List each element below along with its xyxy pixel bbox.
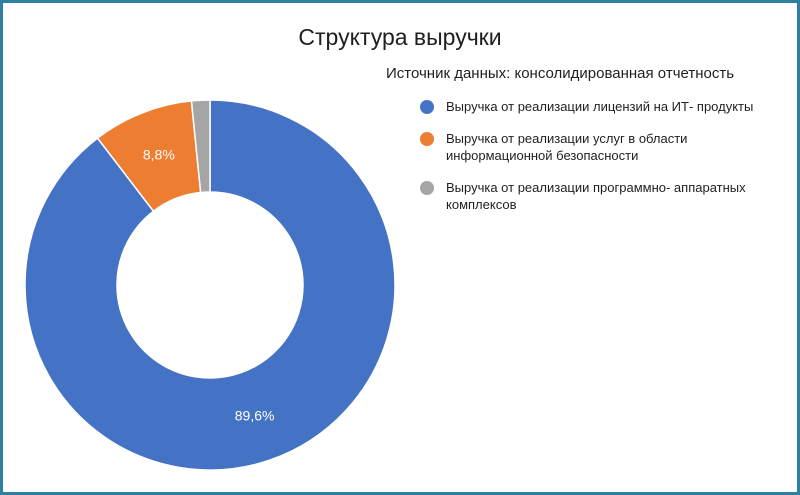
legend-label-security-services: Выручка от реализации услуг в области ин… [446,131,688,163]
chart-subtitle: Источник данных: консолидированная отчет… [386,65,735,82]
legend-marker-licenses [420,100,434,114]
donut-slice-licenses [24,99,396,471]
data-label-licenses: 89,6% [235,407,275,423]
donut-slice-hardware-complexes [190,99,211,194]
legend-item-security-services: Выручка от реализации услуг в области ин… [420,130,780,164]
chart-title: Структура выручки [298,24,502,50]
chart-legend: Выручка от реализации лицензий на ИТ- пр… [420,98,780,228]
legend-label-licenses: Выручка от реализации лицензий на ИТ- пр… [446,99,754,114]
legend-item-licenses: Выручка от реализации лицензий на ИТ- пр… [420,98,780,115]
donut-slices [24,99,396,471]
legend-item-hardware-complexes: Выручка от реализации программно- аппара… [420,179,780,213]
donut-data-labels: 89,6% 8,8% [143,146,275,423]
legend-label-hardware-complexes: Выручка от реализации программно- аппара… [446,180,746,212]
legend-marker-hardware-complexes [420,181,434,195]
legend-marker-security-services [420,132,434,146]
data-label-security-services: 8,8% [143,146,175,162]
